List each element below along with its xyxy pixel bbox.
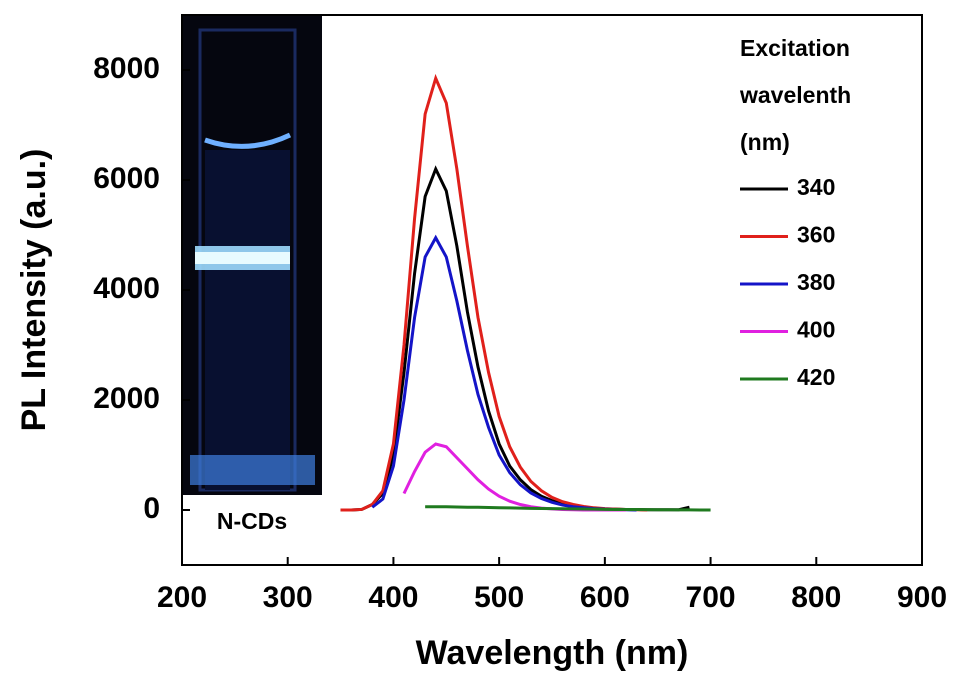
legend-label: 340 — [797, 174, 835, 200]
x-tick-label: 800 — [791, 581, 841, 614]
series-line — [371, 234, 637, 512]
legend-label: 380 — [797, 269, 835, 295]
x-tick-label: 500 — [474, 581, 524, 614]
y-tick-label: 6000 — [93, 162, 160, 195]
y-tick-label: 4000 — [93, 272, 160, 305]
x-tick-label: 200 — [157, 581, 207, 614]
y-tick-label: 0 — [143, 492, 160, 525]
x-tick-label: 900 — [897, 581, 947, 614]
legend-label: 360 — [797, 222, 835, 248]
x-tick-label: 600 — [580, 581, 630, 614]
legend-title: (nm) — [740, 129, 790, 155]
series-line — [425, 505, 711, 512]
x-tick-label: 700 — [686, 581, 736, 614]
y-tick-label: 8000 — [93, 52, 160, 85]
inset-photo — [182, 15, 322, 495]
inset-label: N-CDs — [217, 508, 287, 534]
y-axis-title: PL Intensity (a.u.) — [15, 149, 53, 432]
legend-label: 420 — [797, 364, 835, 390]
x-axis-title: Wavelength (nm) — [416, 634, 689, 672]
legend-title: Excitation — [740, 35, 850, 61]
x-tick-label: 300 — [263, 581, 313, 614]
x-tick-label: 400 — [368, 581, 418, 614]
legend-title: wavelenth — [739, 82, 851, 108]
legend-label: 400 — [797, 317, 835, 343]
y-tick-label: 2000 — [93, 382, 160, 415]
